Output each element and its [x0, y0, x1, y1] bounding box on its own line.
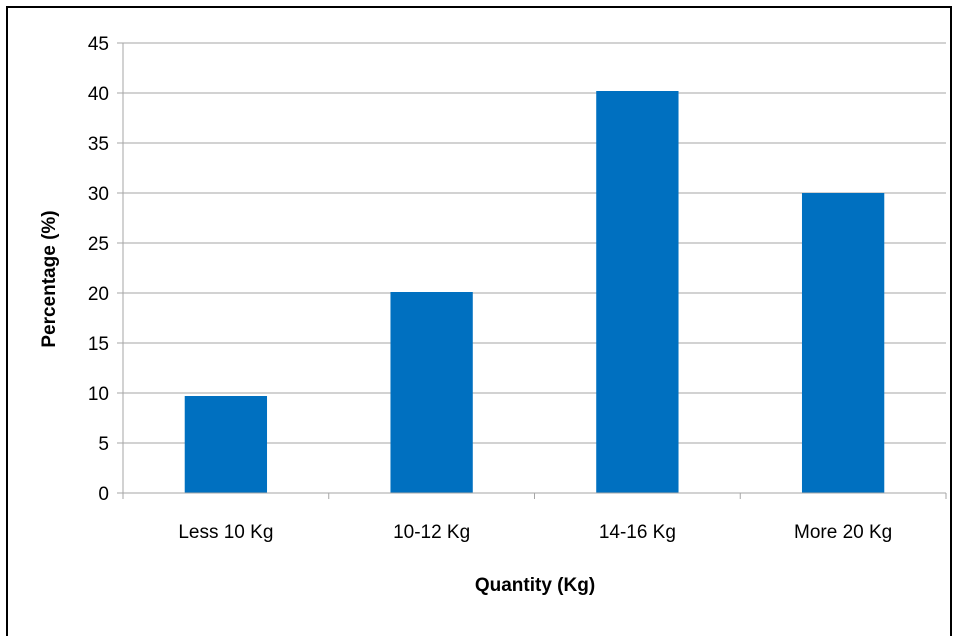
y-tick-label: 15	[88, 334, 109, 355]
axes	[117, 42, 947, 499]
tick-labels: 0 5 10 15 20 25 30 35 40 45 Less 10 Kg 10-12 Kg 14-1…	[88, 34, 892, 543]
chart-frame: 0 5 10 15 20 25 30 35 40 45 Less 10 Kg 10-12 Kg 14-1…	[6, 6, 952, 636]
bars	[184, 91, 885, 493]
bar-2	[596, 91, 679, 493]
gridlines	[123, 42, 946, 444]
y-tick-label: 5	[98, 434, 109, 455]
bar-chart: 0 5 10 15 20 25 30 35 40 45 Less 10 Kg 10-12 Kg 14-1…	[39, 34, 947, 596]
bar-1	[390, 292, 473, 493]
y-tick-label: 0	[98, 484, 109, 505]
x-tick-label: More 20 Kg	[794, 522, 892, 543]
y-tick-label: 45	[88, 34, 109, 55]
x-tick-label: 14-16 Kg	[599, 522, 676, 543]
y-axis-title: Percentage (%)	[39, 210, 60, 347]
x-tick-label: 10-12 Kg	[393, 522, 470, 543]
y-tick-label: 10	[88, 384, 109, 405]
y-tick-label: 35	[88, 134, 109, 155]
y-tick-label: 20	[88, 284, 109, 305]
y-tick-label: 30	[88, 184, 109, 205]
y-tick-label: 25	[88, 234, 109, 255]
x-tick-label: Less 10 Kg	[178, 522, 273, 543]
bar-0	[184, 396, 268, 493]
bar-3	[801, 193, 885, 493]
y-tick-label: 40	[88, 84, 109, 105]
x-axis-title: Quantity (Kg)	[475, 575, 595, 596]
